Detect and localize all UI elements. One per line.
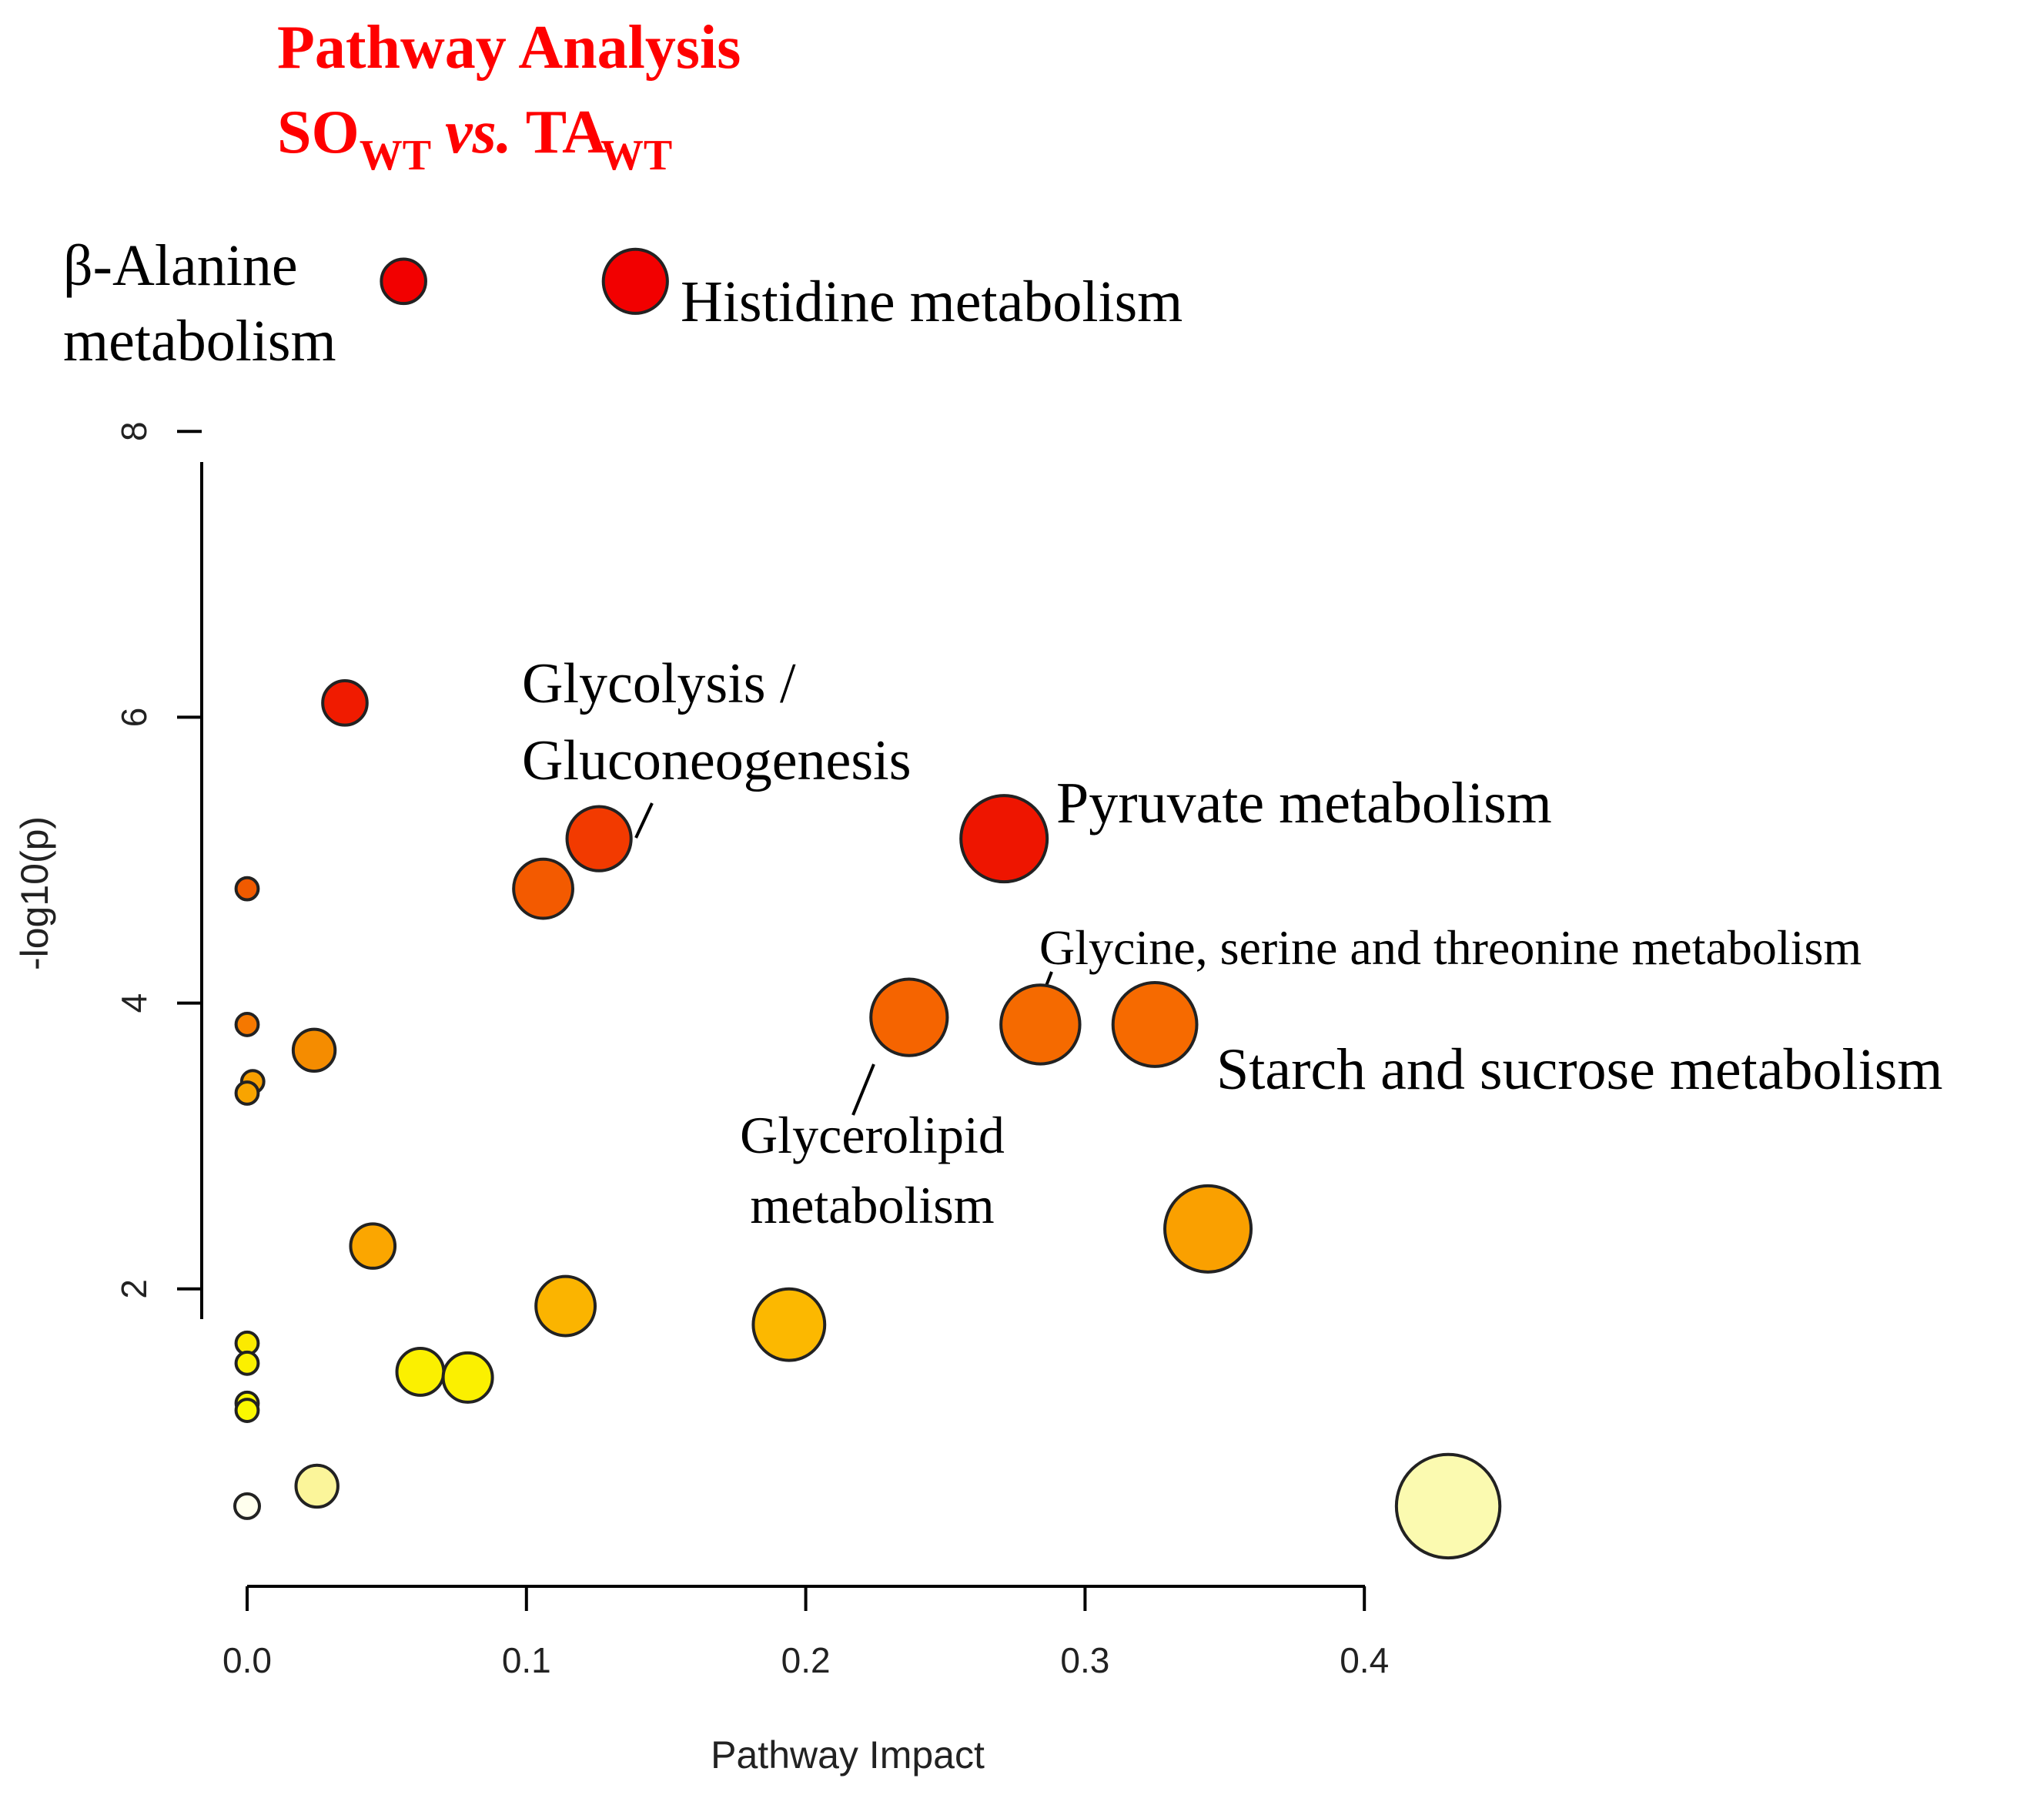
pathway-bubble xyxy=(999,983,1082,1066)
x-ticks: 0.0 0.1 0.2 0.3 0.4 xyxy=(222,1586,1389,1680)
beta-alanine-label-line-2: metabolism xyxy=(63,309,336,373)
pathway-bubble xyxy=(233,1492,261,1520)
pyruvate-label: Pyruvate metabolism xyxy=(1056,771,1552,836)
title-ta-subscript: WT xyxy=(600,132,672,179)
y-tick-label: 4 xyxy=(114,993,154,1013)
pathway-bubble xyxy=(291,1027,337,1073)
glycerolipid-leader xyxy=(851,1063,875,1116)
y-tick-label: 6 xyxy=(114,708,154,728)
pathway-bubble xyxy=(234,1012,260,1037)
x-tick-label: 0.0 xyxy=(222,1640,272,1680)
pathway-bubble xyxy=(234,876,260,902)
glycine-label: Glycine, serine and threonine metabolism xyxy=(1039,920,1862,975)
chart-title: Pathway Analysis SOWT vs. TAWT xyxy=(277,14,741,179)
pathway-bubble xyxy=(234,1398,260,1423)
y-tick-label: 8 xyxy=(114,421,154,441)
pathway-bubble xyxy=(534,1274,597,1338)
pathway-bubble xyxy=(1111,981,1199,1068)
histidine-label: Histidine metabolism xyxy=(681,270,1183,334)
glycolysis-label-line-2: Gluconeogenesis xyxy=(522,729,912,792)
y-ticks: 2 4 6 8 xyxy=(114,421,202,1299)
x-tick-label: 0.3 xyxy=(1060,1640,1109,1680)
pathway-bubble xyxy=(601,247,669,315)
annotations: β-Alanine metabolism Histidine metabolis… xyxy=(63,233,1942,1234)
pathway-bubble xyxy=(869,977,949,1057)
pathway-bubble xyxy=(959,794,1049,884)
pathway-bubble xyxy=(751,1287,827,1362)
title-so-subscript: WT xyxy=(360,132,431,179)
glycerolipid-label-line-2: metabolism xyxy=(750,1176,994,1234)
title-vs: vs. xyxy=(445,99,512,166)
starch-label: Starch and sucrose metabolism xyxy=(1216,1037,1942,1102)
pathway-bubble xyxy=(294,1463,340,1509)
x-tick-label: 0.1 xyxy=(502,1640,551,1680)
pathway-bubble xyxy=(441,1351,494,1404)
title-line-2: SOWT vs. TAWT xyxy=(277,99,672,179)
glycolysis-leader xyxy=(634,802,654,839)
beta-alanine-label-line-1: β-Alanine xyxy=(63,233,298,298)
pathway-bubble xyxy=(1394,1452,1502,1560)
pathway-bubble xyxy=(565,805,633,872)
y-axis-label: -log10(p) xyxy=(13,816,56,970)
x-tick-label: 0.2 xyxy=(781,1640,831,1680)
pathway-bubble xyxy=(1163,1184,1253,1274)
x-tick-label: 0.4 xyxy=(1340,1640,1389,1680)
title-ta: TA xyxy=(526,99,607,166)
pathway-bubble xyxy=(321,679,369,727)
pathway-bubble xyxy=(395,1347,446,1397)
pathway-bubble xyxy=(349,1222,397,1270)
pathway-bubble xyxy=(380,257,427,306)
pathway-bubble xyxy=(234,1080,260,1106)
pathway-bubble xyxy=(512,857,574,920)
glycerolipid-label-line-1: Glycerolipid xyxy=(740,1106,1005,1164)
glycolysis-label-line-1: Glycolysis / xyxy=(522,652,796,715)
title-line-1: Pathway Analysis xyxy=(277,14,741,82)
title-so: SO xyxy=(277,99,360,166)
data-points xyxy=(233,247,1502,1560)
y-tick-label: 2 xyxy=(114,1279,154,1299)
pathway-bubble xyxy=(234,1350,260,1376)
x-axis-label: Pathway Impact xyxy=(711,1733,985,1777)
